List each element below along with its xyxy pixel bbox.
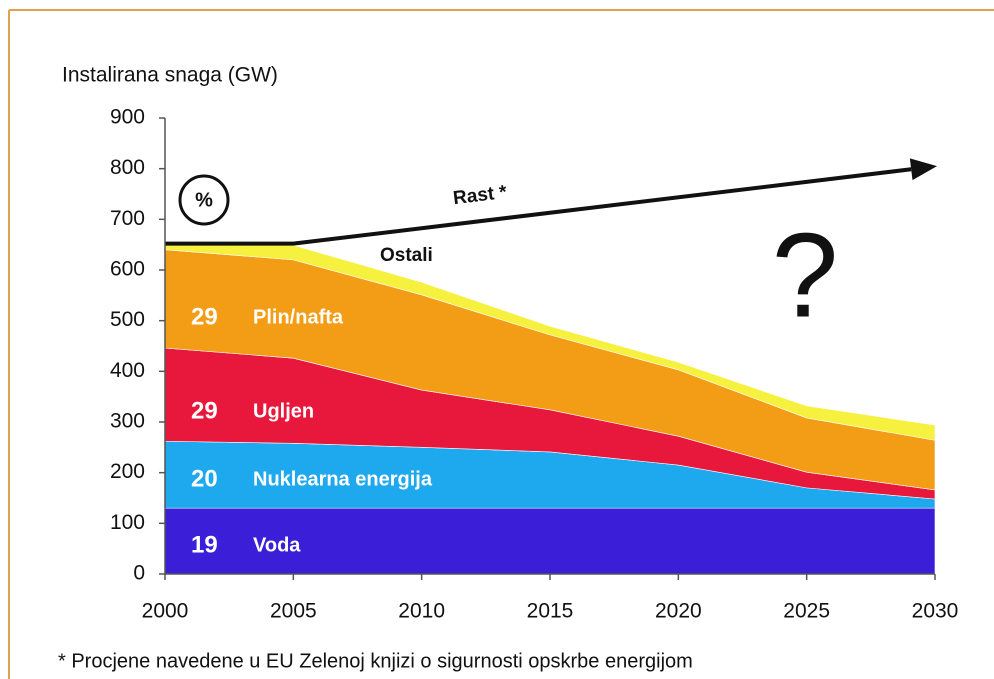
x-tick-label: 2010 [398,600,445,623]
y-tick-label: 0 [133,562,145,585]
growth-label: Rast * [452,182,509,209]
series-label: Ugljen [253,400,314,422]
y-tick-label: 500 [110,308,145,331]
share-unit-circle [178,174,230,226]
y-axis-label: Instalirana snaga (GW) [62,64,278,87]
x-tick-label: 2000 [142,600,189,623]
series-label: Nuklearna energija [253,468,433,490]
share-label: 29 [191,397,218,424]
y-tick-label: 200 [110,460,145,483]
y-tick-label: 800 [110,156,145,179]
area [164,242,936,441]
y-tick-label: 700 [110,207,145,230]
series-label: Ostali [380,245,433,266]
share-label: 20 [191,465,218,492]
x-tick-label: 2015 [527,600,574,623]
series-label: Voda [253,534,301,556]
growth-arrowhead [909,158,937,181]
growth-line [165,167,912,246]
y-tick-label: 100 [110,511,145,534]
footnote: * Procjene navedene u EU Zelenoj knjizi … [58,650,693,672]
share-label: 19 [191,531,218,558]
x-tick-label: 2020 [655,600,702,623]
y-tick-label: 400 [110,359,145,382]
series-label: Plin/nafta [253,306,344,328]
x-tick-label: 2030 [912,600,959,623]
x-tick-label: 2025 [783,600,830,623]
y-tick-label: 900 [110,106,145,129]
y-tick-label: 300 [110,410,145,433]
x-tick-label: 2005 [270,600,317,623]
question-mark: ? [772,209,839,343]
share-label: 29 [191,303,218,330]
y-tick-label: 600 [110,258,145,281]
share-unit: % [195,189,213,211]
